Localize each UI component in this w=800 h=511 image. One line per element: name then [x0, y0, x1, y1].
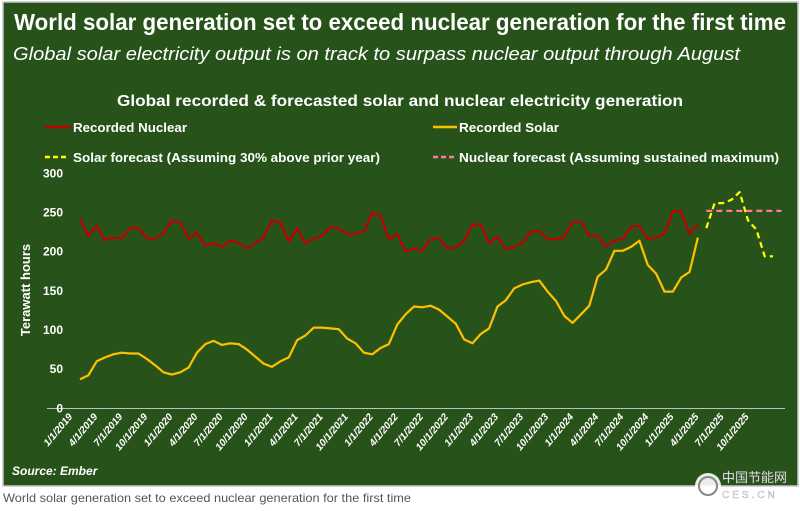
series-lines — [79, 191, 782, 381]
y-tick-labels: 0 50 100 150 200 250 300 — [43, 166, 63, 415]
legend-item-recorded-solar: Recorded Solar — [433, 120, 559, 135]
y-tick-label: 50 — [50, 362, 64, 376]
chart-background — [2, 1, 799, 487]
y-axis-label: Terawatt hours — [18, 244, 33, 336]
legend-item-solar-forecast: Solar forecast (Assuming 30% above prior… — [45, 150, 380, 165]
watermark-logo: 中国节能网 CES.CN — [695, 470, 787, 501]
watermark-text-cn: 中国节能网 — [722, 470, 787, 485]
legend-item-nuclear-forecast: Nuclear forecast (Assuming sustained max… — [433, 150, 779, 165]
y-tick-label: 200 — [43, 245, 63, 259]
legend-item-recorded-nuclear: Recorded Nuclear — [45, 120, 187, 135]
y-tick-label: 300 — [43, 166, 63, 180]
page-title: World solar generation set to exceed nuc… — [14, 9, 786, 35]
legend-label-solar-forecast: Solar forecast (Assuming 30% above prior… — [73, 150, 380, 165]
legend-label-nuclear-forecast: Nuclear forecast (Assuming sustained max… — [459, 150, 779, 165]
chart-title: Global recorded & forecasted solar and n… — [117, 93, 683, 110]
y-tick-label: 250 — [43, 205, 63, 219]
recorded-nuclear-line — [79, 209, 699, 253]
legend: Recorded Nuclear Recorded Solar Solar fo… — [45, 120, 779, 165]
source-note: Source: Ember — [12, 464, 99, 478]
solar-forecast-line — [705, 191, 773, 258]
watermark-emblem-ring — [698, 476, 718, 496]
watermark-text-en: CES.CN — [722, 490, 778, 501]
y-tick-label: 150 — [43, 284, 63, 298]
image-caption: World solar generation set to exceed nuc… — [3, 491, 411, 505]
y-tick-label: 0 — [56, 401, 63, 415]
page-subtitle: Global solar electricity output is on tr… — [13, 44, 741, 64]
legend-label-recorded-nuclear: Recorded Nuclear — [73, 120, 187, 135]
legend-label-recorded-solar: Recorded Solar — [459, 120, 559, 135]
y-tick-label: 100 — [43, 323, 63, 337]
recorded-solar-line — [79, 237, 699, 381]
